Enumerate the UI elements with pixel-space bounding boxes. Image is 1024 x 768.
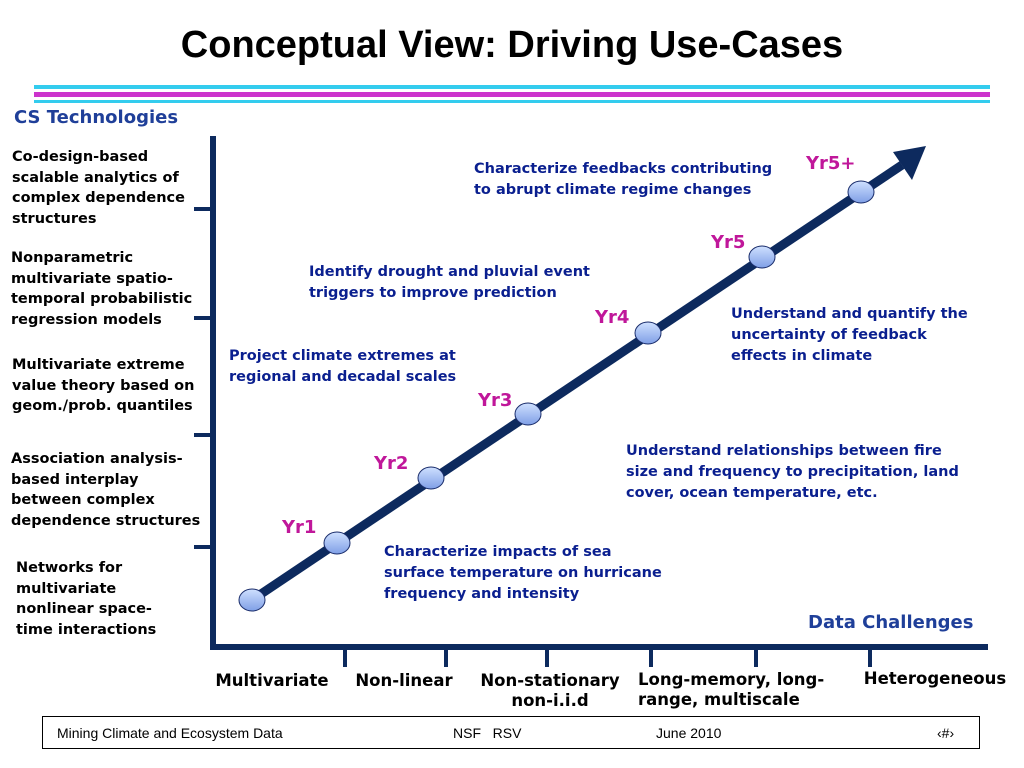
- use-case-text: Identify drought and pluvial event trigg…: [309, 264, 590, 301]
- technology-label: Co-design-based scalable analytics of co…: [12, 149, 185, 227]
- title-stripe-cyan-top: [34, 85, 990, 89]
- node-yr1: [323, 531, 351, 555]
- milestone-label: Yr4: [595, 307, 630, 328]
- y-axis-label: CS Technologies: [14, 107, 179, 128]
- milestone-label: Yr1: [282, 517, 317, 538]
- technology-label: Nonparametric multivariate spatio- tempo…: [11, 250, 193, 328]
- use-case-text: Project climate extremes at regional and…: [229, 348, 457, 385]
- footer-date: June 2010: [656, 725, 722, 741]
- milestone-label: Yr5+: [806, 153, 856, 174]
- timeline-arrow-line: [249, 161, 905, 604]
- node-start: [238, 588, 266, 612]
- use-case-text: Understand and quantify the uncertainty …: [731, 306, 968, 364]
- challenge-label: Long-memory, long- range, multiscale: [638, 670, 825, 709]
- challenge-label: Heterogeneous: [863, 669, 1007, 688]
- node-yr5plus: [847, 180, 875, 204]
- node-yr5: [748, 245, 776, 269]
- x-axis-label: Data Challenges: [808, 612, 974, 633]
- title-stripe-cyan-bottom: [34, 100, 990, 103]
- technology-label: Networks for multivariate nonlinear spac…: [16, 560, 157, 638]
- node-yr2: [417, 466, 445, 490]
- milestone-label: Yr5: [711, 232, 746, 253]
- slide-footer: Mining Climate and Ecosystem Data NSF RS…: [42, 716, 980, 749]
- footer-authors: NSF RSV: [453, 725, 522, 741]
- technology-label: Multivariate extreme value theory based …: [12, 357, 195, 414]
- challenge-label: Non-stationary non-i.i.d: [480, 671, 620, 710]
- milestone-label: Yr3: [478, 390, 513, 411]
- challenge-label: Multivariate: [215, 671, 329, 690]
- challenge-label: Non-linear: [355, 671, 453, 690]
- node-yr4: [634, 321, 662, 345]
- node-yr3: [514, 402, 542, 426]
- slide-title: Conceptual View: Driving Use-Cases: [180, 24, 844, 66]
- title-stripe-magenta: [34, 92, 990, 97]
- timeline-arrow-head: [893, 146, 926, 180]
- milestone-label: Yr2: [374, 453, 409, 474]
- technology-label: Association analysis- based interplay be…: [11, 451, 201, 529]
- use-case-text: Characterize feedbacks contributing to a…: [474, 161, 773, 198]
- footer-page-number: ‹#›: [937, 725, 955, 741]
- footer-course-title: Mining Climate and Ecosystem Data: [57, 725, 283, 741]
- use-case-text: Characterize impacts of sea surface temp…: [384, 544, 662, 602]
- use-case-text: Understand relationships between fire si…: [626, 443, 959, 501]
